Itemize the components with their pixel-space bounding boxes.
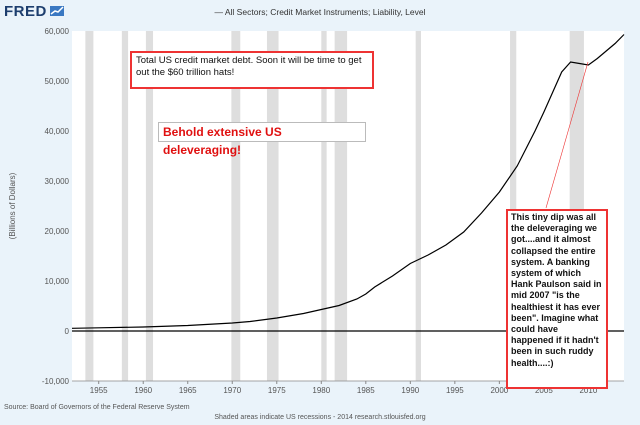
chart-title: — All Sectors; Credit Market Instruments… <box>214 7 426 17</box>
chart-logo-icon <box>50 6 64 16</box>
x-tick-label: 1970 <box>223 386 241 395</box>
y-axis-label: (Billions of Dollars) <box>8 172 17 239</box>
x-tick-label: 1975 <box>268 386 286 395</box>
x-tick-label: 2010 <box>579 386 597 395</box>
recession-band-6 <box>334 31 348 381</box>
annotation-dip: This tiny dip was all the deleveraging w… <box>506 209 608 389</box>
annotation-deleveraging: Behold extensive US deleveraging! <box>158 122 366 157</box>
x-tick-label: 2000 <box>490 386 508 395</box>
x-tick-label: 1985 <box>357 386 375 395</box>
x-tick-label: 2005 <box>535 386 553 395</box>
y-tick-label: 40,000 <box>45 127 70 136</box>
recession-band-2 <box>145 31 154 381</box>
recession-band-8 <box>510 31 517 381</box>
recession-band-4 <box>266 31 279 381</box>
recession-band-7 <box>415 31 422 381</box>
recession-band-5 <box>321 31 327 381</box>
x-tick-label: 1960 <box>134 386 152 395</box>
fred-logo: FRED <box>4 3 47 20</box>
y-tick-label: 30,000 <box>45 177 70 186</box>
x-tick-label: 1995 <box>446 386 464 395</box>
y-tick-label: 20,000 <box>45 227 70 236</box>
source-note: Source: Board of Governors of the Federa… <box>4 404 190 411</box>
x-tick-label: 1965 <box>179 386 197 395</box>
annotation-total-debt: Total US credit market debt. Soon it wil… <box>130 51 374 89</box>
recession-band-3 <box>231 31 241 381</box>
y-tick-label: 60,000 <box>45 27 70 36</box>
dip-pointer-line <box>545 61 589 209</box>
x-tick-label: 1955 <box>90 386 108 395</box>
series-line <box>71 34 625 329</box>
x-tick-label: 1980 <box>312 386 330 395</box>
y-tick-label: 50,000 <box>45 77 70 86</box>
x-tick-label: 1990 <box>401 386 419 395</box>
y-tick-label: 10,000 <box>45 277 70 286</box>
y-tick-label: 0 <box>65 327 70 336</box>
recession-footnote: Shaded areas indicate US recessions - 20… <box>214 414 426 421</box>
recession-band-1 <box>121 31 129 381</box>
recession-band-0 <box>85 31 94 381</box>
y-tick-label: -10,000 <box>42 377 70 386</box>
